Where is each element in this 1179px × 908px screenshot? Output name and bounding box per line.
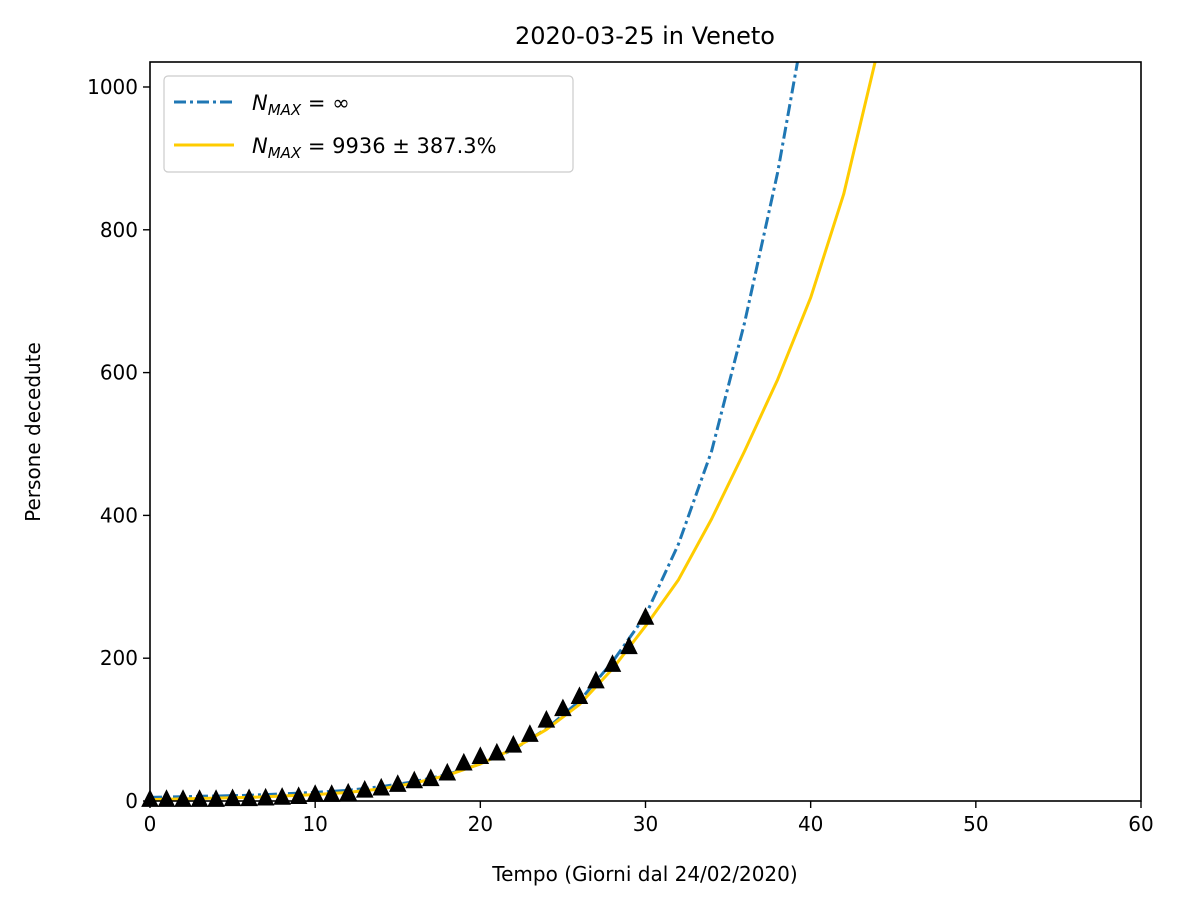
x-tick-label: 30 [633,812,658,836]
y-tick-label: 800 [100,218,138,242]
data-point-marker [405,770,424,789]
x-tick-label: 0 [144,812,157,836]
data-point-marker [603,654,622,672]
legend-box [163,75,574,173]
data-point-marker [488,742,506,761]
x-tick-label: 20 [468,812,493,836]
data-point-marker [207,789,225,807]
data-point-marker [421,768,440,787]
data-point-marker [289,786,308,805]
data-point-marker [157,789,176,807]
data-point-marker [471,746,490,765]
data-point-marker [587,670,605,689]
data-point-marker [372,777,391,796]
data-point-marker [455,752,473,771]
y-tick-label: 400 [100,503,138,527]
data-point-marker [554,698,572,717]
series-layer [150,62,877,801]
data-point-marker [438,762,457,781]
data-point-marker [537,709,556,728]
x-tick-label: 40 [798,812,823,836]
legend: NMAX = ∞ NMAX = 9936 ± 387.3% [163,75,574,173]
y-tick-label: 600 [100,361,138,385]
data-point-marker [620,636,638,655]
y-tick-label: 0 [125,789,138,813]
data-point-marker [339,782,358,801]
data-point-marker [355,779,374,798]
data-point-marker [190,789,209,807]
y-tick-label: 1000 [87,75,138,99]
data-point-marker [636,607,655,625]
chart-title: 2020-03-25 in Veneto [515,22,775,50]
y-axis-label: Persone decedute [21,342,45,522]
x-tick-label: 60 [1128,812,1153,836]
x-axis: 0 10 20 30 40 50 60 [144,801,1154,836]
y-axis: 0 200 400 600 800 1000 [87,75,150,813]
data-point-marker [388,774,407,792]
plot-frame [149,61,1142,802]
series-line-nmax-9936 [150,62,877,801]
data-point-marker [570,686,589,705]
x-tick-label: 50 [963,812,988,836]
legend-label: NMAX = ∞ [252,91,350,119]
data-point-marker [504,734,523,753]
legend-label: NMAX = 9936 ± 387.3% [252,134,497,162]
data-point-marker [174,789,192,807]
x-axis-label: Tempo (Giorni dal 24/02/2020) [491,862,797,886]
data-point-marker [521,724,539,742]
y-tick-label: 200 [100,646,138,670]
x-tick-label: 10 [302,812,327,836]
